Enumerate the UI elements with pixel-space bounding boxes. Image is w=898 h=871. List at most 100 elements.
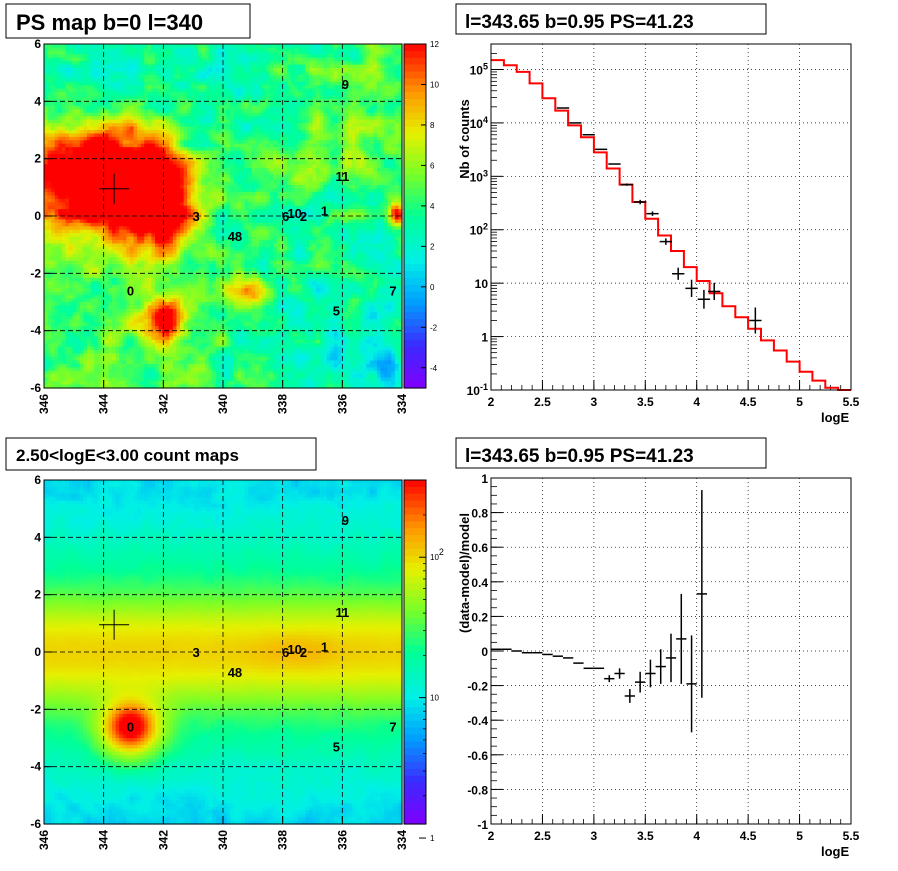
heatmap-cell: [230, 92, 234, 96]
heatmap-cell: [151, 65, 155, 69]
heatmap-cell: [345, 47, 349, 51]
heatmap-cell: [173, 82, 177, 86]
heatmap-cell: [302, 78, 306, 82]
heatmap-cell: [320, 78, 324, 82]
heatmap-cell: [76, 51, 80, 55]
heatmap-cell: [119, 47, 123, 51]
heatmap-cell: [141, 47, 145, 51]
heatmap-cell: [108, 75, 112, 79]
heatmap-cell: [320, 96, 324, 100]
heatmap-cell: [91, 61, 95, 65]
heatmap-cell: [237, 89, 241, 93]
heatmap-cell: [223, 54, 227, 58]
heatmap-cell: [184, 47, 188, 51]
heatmap-cell: [352, 47, 356, 51]
heatmap-cell: [305, 78, 309, 82]
heatmap-cell: [116, 78, 120, 82]
heatmap-cell: [76, 47, 80, 51]
heatmap-cell: [159, 75, 163, 79]
heatmap-cell: [302, 96, 306, 100]
heatmap-cell: [248, 72, 252, 76]
heatmap-cell: [151, 82, 155, 86]
heatmap-cell: [291, 85, 295, 89]
heatmap-cell: [51, 82, 55, 86]
heatmap-cell: [241, 47, 245, 51]
heatmap-cell: [295, 92, 299, 96]
heatmap-cell: [316, 85, 320, 89]
heatmap-cell: [316, 68, 320, 72]
heatmap-cell: [377, 65, 381, 69]
heatmap-cell: [58, 92, 62, 96]
heatmap-cell: [230, 102, 234, 106]
heatmap-cell: [58, 96, 62, 100]
heatmap-cell: [144, 47, 148, 51]
heatmap-cell: [302, 47, 306, 51]
heatmap-cell: [298, 68, 302, 72]
heatmap-cell: [370, 61, 374, 65]
heatmap-cell: [287, 72, 291, 76]
heatmap-cell: [384, 82, 388, 86]
heatmap-cell: [248, 68, 252, 72]
heatmap-cell: [130, 89, 134, 93]
heatmap-cell: [83, 61, 87, 65]
heatmap-cell: [363, 51, 367, 55]
heatmap-cell: [176, 75, 180, 79]
heatmap-cell: [76, 61, 80, 65]
heatmap-cell: [194, 51, 198, 55]
heatmap-cell: [119, 82, 123, 86]
heatmap-cell: [341, 65, 345, 69]
heatmap-cell: [105, 92, 109, 96]
heatmap-cell: [65, 102, 69, 106]
heatmap-cell: [83, 96, 87, 100]
heatmap-cell: [316, 82, 320, 86]
heatmap-cell: [169, 75, 173, 79]
heatmap-cell: [302, 61, 306, 65]
heatmap-cell: [277, 102, 281, 106]
heatmap-cell: [230, 65, 234, 69]
heatmap-cell: [298, 78, 302, 82]
heatmap-cell: [341, 72, 345, 76]
heatmap-cell: [191, 61, 195, 65]
heatmap-cell: [209, 72, 213, 76]
heatmap-cell: [176, 54, 180, 58]
heatmap-cell: [126, 72, 130, 76]
heatmap-cell: [223, 68, 227, 72]
heatmap-cell: [173, 89, 177, 93]
heatmap-cell: [373, 54, 377, 58]
heatmap-cell: [198, 72, 202, 76]
heatmap-cell: [162, 44, 166, 48]
heatmap-cell: [395, 68, 399, 72]
heatmap-cell: [187, 44, 191, 48]
heatmap-cell: [194, 65, 198, 69]
heatmap-cell: [48, 85, 52, 89]
heatmap-cell: [148, 102, 152, 106]
heatmap-cell: [352, 78, 356, 82]
heatmap-cell: [62, 92, 66, 96]
heatmap-cell: [130, 51, 134, 55]
heatmap-cell: [209, 51, 213, 55]
heatmap-cell: [241, 78, 245, 82]
heatmap-cell: [44, 68, 48, 72]
heatmap-cell: [48, 75, 52, 79]
heatmap-cell: [355, 54, 359, 58]
heatmap-cell: [76, 58, 80, 62]
heatmap-cell: [162, 78, 166, 82]
heatmap-cell: [134, 102, 138, 106]
heatmap-cell: [205, 47, 209, 51]
heatmap-cell: [123, 58, 127, 62]
heatmap-cell: [62, 54, 66, 58]
heatmap-cell: [366, 78, 370, 82]
heatmap-cell: [212, 47, 216, 51]
heatmap-cell: [277, 65, 281, 69]
heatmap-cell: [305, 47, 309, 51]
heatmap-cell: [91, 65, 95, 69]
heatmap-cell: [373, 92, 377, 96]
heatmap-cell: [366, 92, 370, 96]
heatmap-cell: [327, 47, 331, 51]
heatmap-cell: [230, 85, 234, 89]
heatmap-cell: [169, 54, 173, 58]
heatmap-cell: [287, 54, 291, 58]
heatmap-cell: [330, 75, 334, 79]
heatmap-cell: [108, 96, 112, 100]
heatmap-cell: [216, 85, 220, 89]
